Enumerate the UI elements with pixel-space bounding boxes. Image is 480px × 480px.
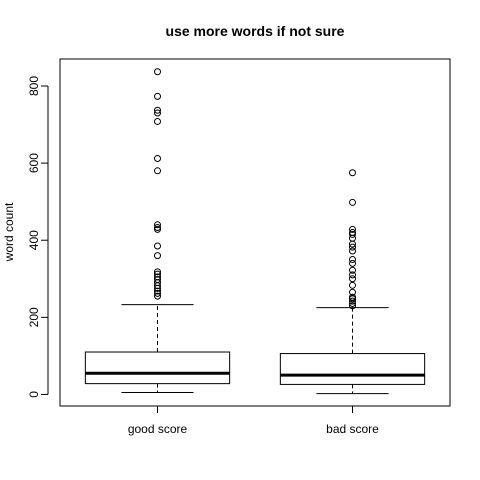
outlier-point: [349, 169, 356, 177]
outlier-point: [154, 242, 161, 250]
outlier-point: [154, 268, 161, 276]
y-tick-label: 600: [27, 153, 41, 173]
outlier-point: [349, 271, 356, 279]
interquartile-box: [279, 353, 426, 385]
outlier-point: [154, 109, 161, 117]
y-tick-label: 800: [27, 76, 41, 96]
outlier-point: [349, 225, 356, 233]
outlier-point: [349, 243, 356, 251]
outlier-point: [154, 252, 161, 260]
outlier-point: [154, 167, 161, 175]
outlier-point: [154, 287, 161, 295]
outlier-point: [154, 221, 161, 229]
outlier-point: [349, 281, 356, 289]
outlier-point: [154, 292, 161, 300]
outlier-point: [349, 230, 356, 238]
outlier-point: [349, 297, 356, 305]
outlier-point: [349, 288, 356, 296]
outlier-point: [154, 117, 161, 125]
plot-frame: [59, 58, 451, 407]
outlier-point: [349, 259, 356, 267]
outlier-point: [154, 92, 161, 100]
y-axis: 0 200 400 600 800: [27, 76, 49, 398]
boxes: [84, 68, 426, 395]
outlier-point: [154, 289, 161, 297]
outlier-point: [154, 225, 161, 233]
outlier-point: [154, 106, 161, 114]
x-axis: good score bad score: [128, 406, 379, 436]
outlier-point: [154, 154, 161, 162]
x-tick-label: bad score: [326, 422, 379, 436]
y-axis-label: word count: [2, 202, 16, 262]
outlier-point: [349, 229, 356, 236]
outlier-point: [349, 247, 356, 255]
outlier-point: [349, 302, 356, 310]
outlier-point: [349, 266, 356, 274]
x-tick-label: good score: [128, 422, 188, 436]
outlier-point: [154, 273, 161, 281]
outlier-point: [349, 293, 356, 301]
y-tick-label: 400: [27, 230, 41, 250]
outlier-point: [154, 270, 161, 278]
y-tick-label: 200: [27, 307, 41, 327]
outlier-point: [154, 276, 161, 284]
chart-title: use more words if not sure: [166, 23, 345, 39]
outlier-point: [154, 223, 161, 231]
box-good-score: [84, 68, 231, 394]
outlier-point: [349, 275, 356, 283]
y-tick-label: 0: [27, 391, 41, 398]
box-bad-score: [279, 169, 426, 395]
outlier-point: [349, 255, 356, 263]
outlier-point: [349, 198, 356, 206]
outlier-point: [154, 68, 161, 76]
interquartile-box: [84, 351, 231, 385]
